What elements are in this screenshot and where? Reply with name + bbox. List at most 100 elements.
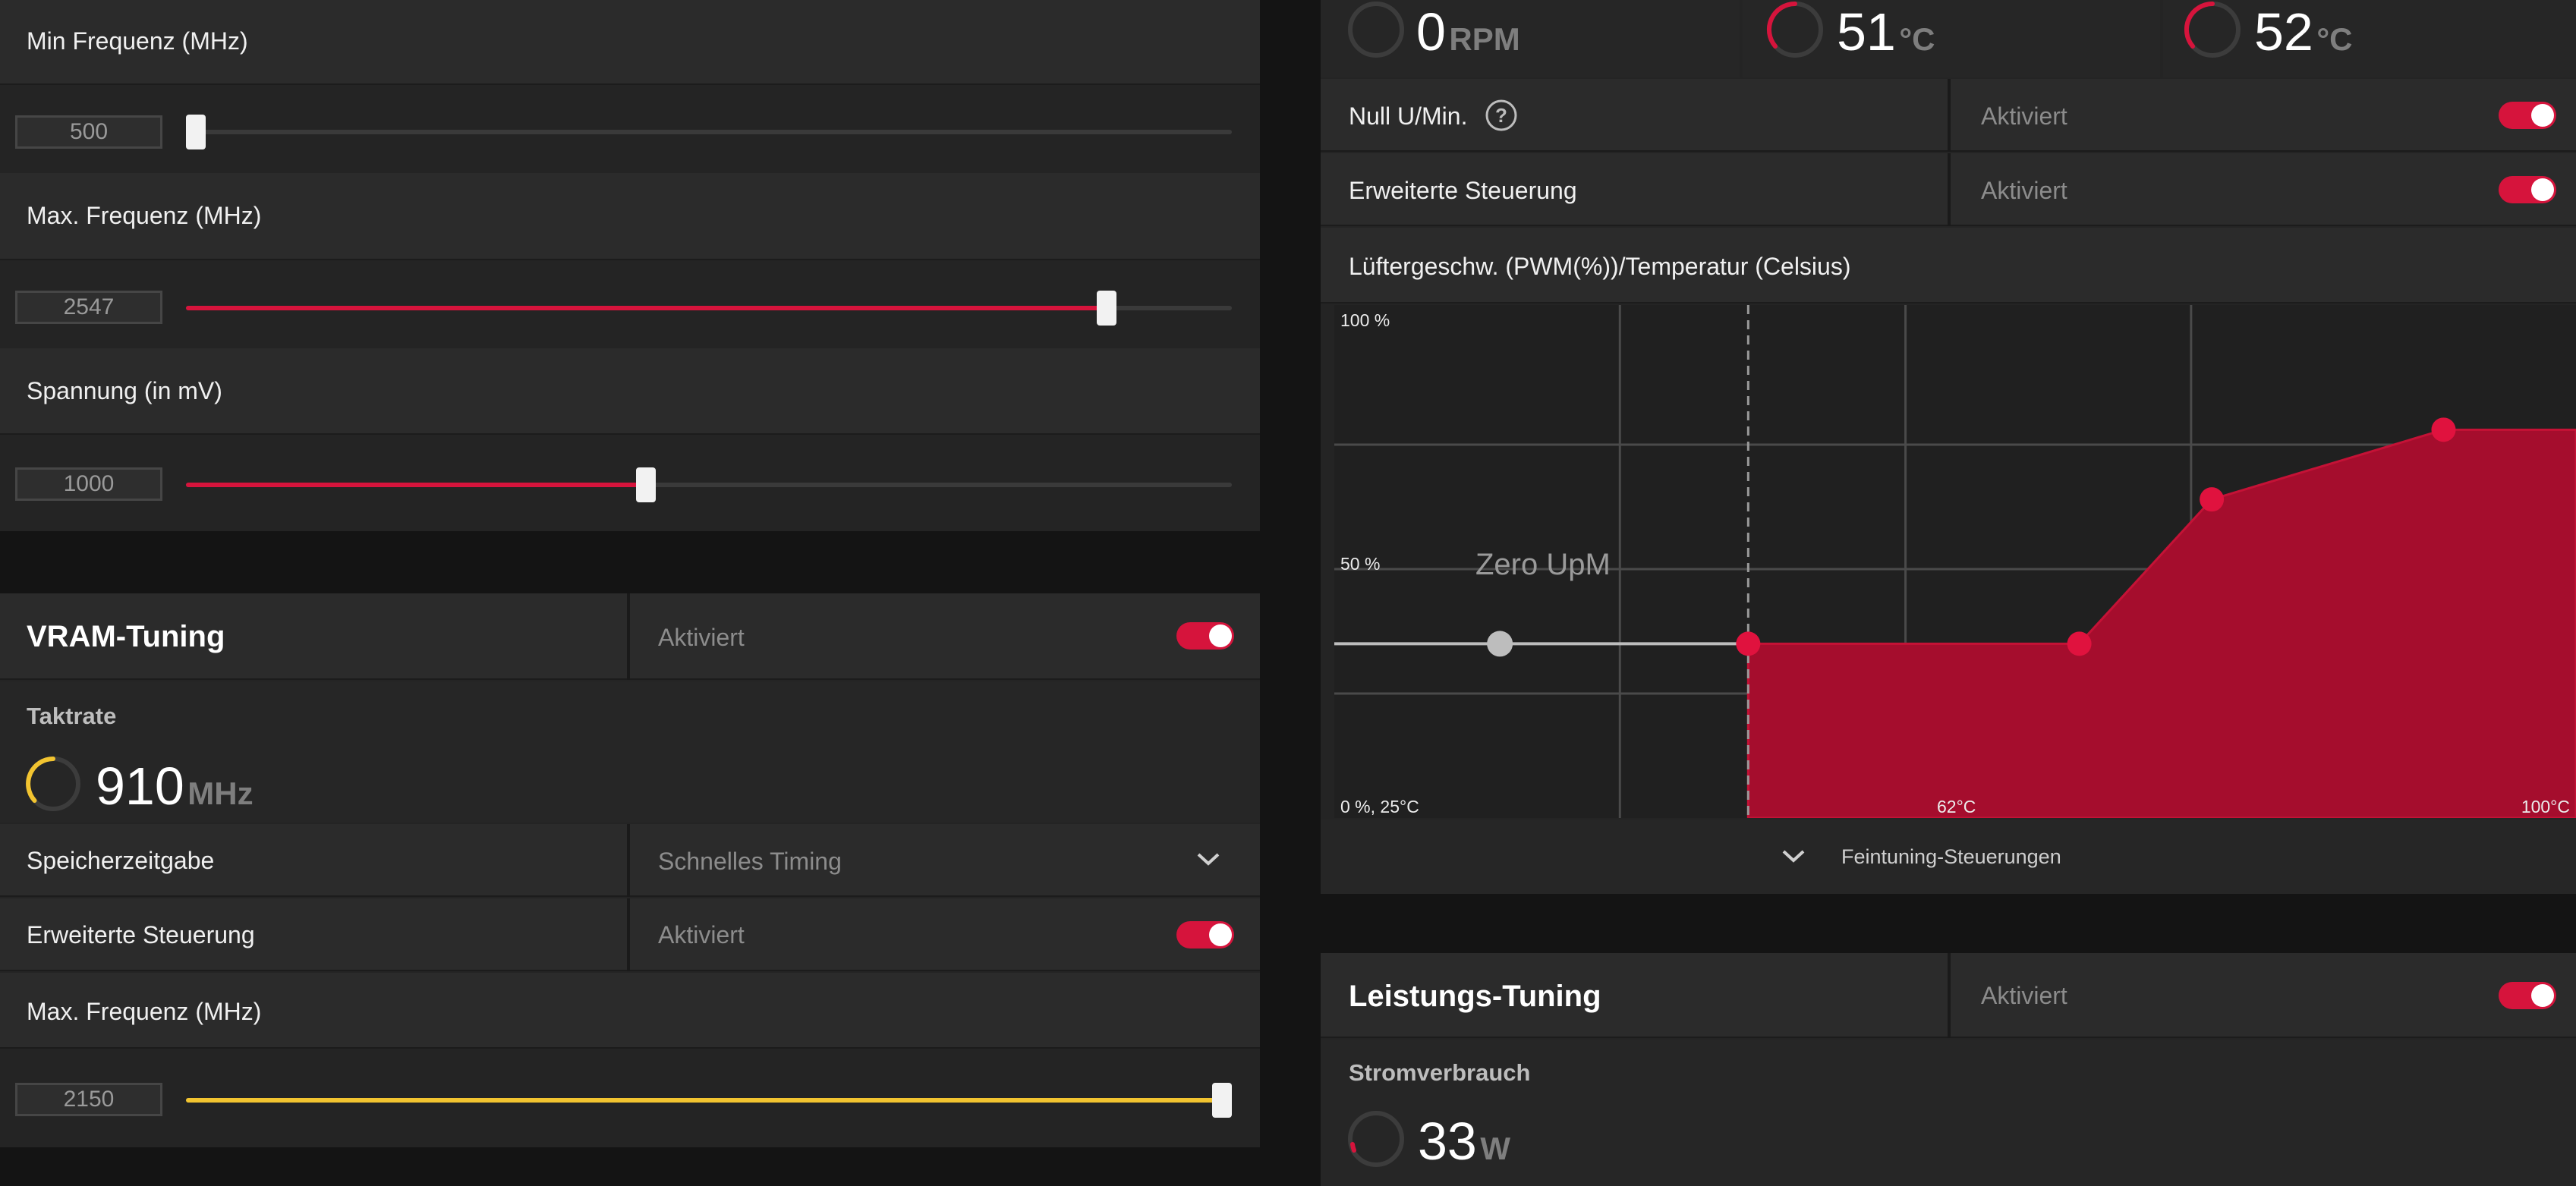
max-freq-row: Max. Frequenz (MHz) (0, 173, 1260, 260)
zero-rpm-toggle-knob (2531, 104, 2554, 127)
power-consumption-value: 33 (1418, 1112, 1477, 1171)
max-freq-thumb[interactable] (1096, 291, 1116, 326)
fan-rpm-unit: RPM (1449, 21, 1520, 57)
temp2-readout: 52 °C (2254, 2, 2352, 62)
vram-gauge-icon (26, 757, 80, 811)
vram-max-freq-label: Max. Frequenz (MHz) (27, 998, 262, 1025)
zero-rpm-status: Aktiviert (1981, 102, 2067, 130)
power-title: Leistungs-Tuning (1349, 980, 1601, 1013)
fan-curve-header-row: Lüftergeschw. (PWM(%))/Temperatur (Celsi… (1321, 228, 2576, 304)
vram-advanced-status: Aktiviert (658, 921, 745, 948)
vram-status: Aktiviert (658, 624, 745, 651)
power-tuning-panel: Leistungs-Tuning Aktiviert Stromverbrauc… (1321, 953, 2576, 1186)
temp1-value: 51 (1837, 2, 1896, 61)
power-header-row: Leistungs-Tuning Aktiviert (1321, 953, 2576, 1038)
zero-rpm-label: Null U/Min. (1349, 102, 1468, 130)
temp1-card: 51 °C (1743, 0, 2160, 77)
fine-tuning-label: Feintuning-Steuerungen (1841, 845, 2061, 868)
y-top-label: 100 % (1340, 310, 1390, 330)
power-header-divider (1948, 953, 1951, 1038)
vram-max-freq-thumb[interactable] (1212, 1083, 1232, 1118)
temp2-unit: °C (2316, 21, 2353, 57)
min-freq-slider-row: 500 (0, 87, 1260, 173)
vram-advanced-toggle[interactable] (1176, 921, 1234, 948)
memory-timing-divider (627, 824, 630, 897)
min-freq-label: Min Frequenz (MHz) (27, 27, 248, 55)
vram-advanced-row: Erweiterte Steuerung Aktiviert (0, 898, 1260, 971)
curve-point[interactable] (2431, 417, 2456, 442)
svg-text:?: ? (1495, 104, 1507, 127)
vram-clock-label: Taktrate (27, 703, 117, 729)
x-max-label: 100°C (2521, 797, 2570, 816)
fan-gauge-icon (1348, 2, 1404, 58)
vram-advanced-label: Erweiterte Steuerung (27, 921, 255, 948)
zero-rpm-handle[interactable] (1487, 631, 1513, 657)
origin-label: 0 %, 25°C (1340, 797, 1419, 816)
voltage-track[interactable] (186, 467, 1232, 502)
min-freq-row: Min Frequenz (MHz) (0, 0, 1260, 85)
y-mid-label: 50 % (1340, 554, 1380, 574)
vram-advanced-divider (627, 898, 630, 971)
vram-max-freq-input[interactable]: 2150 (15, 1083, 162, 1116)
temp1-readout: 51 °C (1837, 2, 1935, 62)
voltage-slider-row: 1000 (0, 436, 1260, 531)
zero-zone-label: Zero UpM (1475, 548, 1611, 581)
min-freq-thumb[interactable] (186, 115, 206, 149)
voltage-thumb[interactable] (636, 467, 657, 502)
curve-point[interactable] (2067, 631, 2092, 656)
vram-toggle[interactable] (1176, 622, 1234, 650)
vram-header-divider (627, 593, 630, 680)
vram-max-freq-row: Max. Frequenz (MHz) (0, 973, 1260, 1049)
vram-max-freq-track[interactable] (186, 1083, 1232, 1118)
max-freq-input[interactable]: 2547 (15, 291, 162, 324)
curve-points (1736, 417, 2456, 656)
power-consumption-label: Stromverbrauch (1349, 1059, 1531, 1086)
memory-timing-row: Speicherzeitgabe Schnelles Timing (0, 824, 1260, 897)
fan-advanced-toggle[interactable] (2499, 176, 2556, 203)
power-toggle[interactable] (2499, 982, 2556, 1009)
chevron-down-icon (1782, 850, 1805, 863)
power-toggle-knob (2531, 984, 2554, 1007)
zero-rpm-divider (1948, 79, 1951, 152)
fan-advanced-status: Aktiviert (1981, 177, 2067, 204)
max-freq-track[interactable] (186, 291, 1232, 326)
curve-area (1746, 428, 2576, 818)
fan-curve-title: Lüftergeschw. (PWM(%))/Temperatur (Celsi… (1349, 253, 1851, 280)
fan-curve-chart[interactable]: 100 % 50 % 0 %, 25°C 62°C 100°C Zero UpM (1334, 305, 2576, 818)
vram-clock-readout: 910 MHz (96, 756, 254, 816)
voltage-fill (186, 483, 647, 487)
fan-advanced-row: Erweiterte Steuerung Aktiviert (1321, 153, 2576, 226)
vram-tuning-panel: VRAM-Tuning Aktiviert Taktrate 910 MHz S… (0, 593, 1260, 1147)
fan-rpm-card: 0 RPM (1321, 0, 1740, 77)
max-freq-fill (186, 306, 1107, 310)
x-mid-label: 62°C (1937, 797, 1976, 816)
fine-tuning-toggle[interactable]: Feintuning-Steuerungen (1321, 820, 2576, 894)
zero-rpm-row: Null U/Min. ? Aktiviert (1321, 79, 2576, 152)
curve-point[interactable] (2200, 487, 2225, 512)
vram-clock-block: Taktrate 910 MHz (0, 681, 1260, 823)
min-freq-track[interactable] (186, 115, 1232, 149)
vram-max-freq-fill (186, 1098, 1232, 1103)
vram-title: VRAM-Tuning (27, 620, 225, 653)
gpu-tuning-panel: Min Frequenz (MHz) 500 Max. Frequenz (MH… (0, 0, 1260, 531)
min-freq-input[interactable]: 500 (15, 115, 162, 149)
voltage-row: Spannung (in mV) (0, 348, 1260, 435)
fan-advanced-toggle-knob (2531, 178, 2554, 201)
curve-point[interactable] (1736, 631, 1761, 656)
temperature-gauge-icon (1766, 1, 1823, 58)
vram-toggle-knob (1209, 624, 1232, 647)
chevron-down-icon (1197, 853, 1220, 866)
power-consumption-unit: W (1480, 1131, 1510, 1166)
temp2-card: 52 °C (2163, 0, 2576, 77)
vram-header-row: VRAM-Tuning Aktiviert (0, 593, 1260, 680)
max-freq-slider-row: 2547 (0, 262, 1260, 348)
zero-rpm-toggle[interactable] (2499, 102, 2556, 129)
voltage-input[interactable]: 1000 (15, 467, 162, 501)
temp1-unit: °C (1899, 21, 1935, 57)
help-icon[interactable]: ? (1485, 99, 1518, 132)
fan-rpm-value: 0 (1416, 2, 1446, 61)
fan-advanced-label: Erweiterte Steuerung (1349, 177, 1577, 204)
power-status: Aktiviert (1981, 982, 2067, 1009)
memory-timing-label: Speicherzeitgabe (27, 847, 215, 874)
memory-timing-dropdown[interactable]: Schnelles Timing (630, 824, 1260, 897)
